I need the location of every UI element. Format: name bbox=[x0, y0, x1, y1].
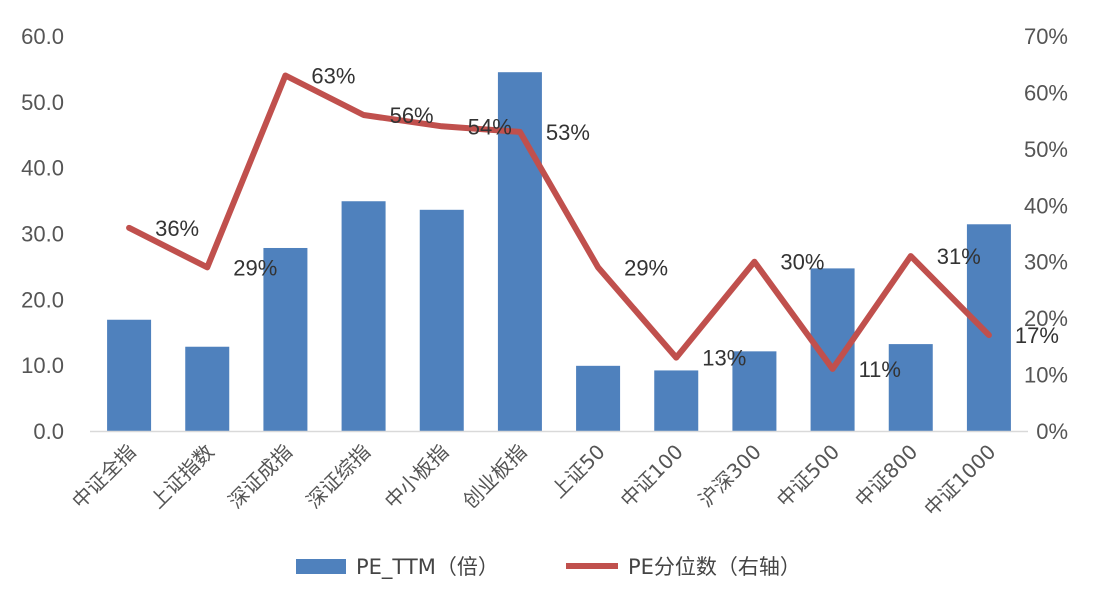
left-axis-tick-label: 40.0 bbox=[21, 156, 64, 181]
right-axis-tick-label: 30% bbox=[1024, 250, 1068, 275]
x-axis: 中证全指 上证指数 深证成指 深证综指 中小板指 创业板指 上证50 中证100 沪深300 中证… bbox=[67, 440, 1000, 521]
line-data-label: 17% bbox=[1015, 323, 1059, 348]
line-data-label: 11% bbox=[859, 357, 901, 382]
line-data-label: 29% bbox=[233, 255, 277, 280]
line-series bbox=[126, 72, 992, 372]
bar bbox=[185, 346, 230, 431]
bar bbox=[341, 201, 386, 431]
bar-series bbox=[107, 72, 1011, 431]
line-data-label: 56% bbox=[390, 103, 434, 128]
category-label: 中证500 bbox=[772, 440, 844, 512]
line-data-label: 30% bbox=[780, 250, 824, 275]
line-data-label: 13% bbox=[702, 346, 746, 371]
right-axis-tick-label: 0% bbox=[1036, 419, 1068, 444]
line-data-label: 29% bbox=[624, 255, 668, 280]
category-label: 沪深300 bbox=[694, 440, 766, 512]
right-axis-tick-label: 60% bbox=[1024, 80, 1068, 105]
right-axis-tick-label: 50% bbox=[1024, 137, 1068, 162]
bar bbox=[576, 365, 621, 431]
line-data-label: 54% bbox=[468, 114, 512, 139]
category-label: 中证800 bbox=[850, 440, 922, 512]
legend-label-pe-ttm: PE_TTM（倍） bbox=[356, 555, 499, 580]
right-axis: 0% 10% 20% 30% 40% 50% 60% 70% bbox=[1024, 24, 1068, 444]
bar bbox=[654, 370, 699, 431]
left-axis-tick-label: 20.0 bbox=[21, 287, 64, 312]
left-axis-tick-label: 0.0 bbox=[33, 419, 64, 444]
line-data-label: 63% bbox=[311, 64, 355, 89]
category-label: 深证综指 bbox=[302, 440, 376, 514]
left-axis-tick-label: 60.0 bbox=[21, 24, 64, 49]
bar bbox=[419, 209, 464, 431]
right-axis-tick-label: 70% bbox=[1024, 24, 1068, 49]
category-label: 中证1000 bbox=[919, 440, 1000, 521]
legend: PE_TTM（倍） PE分位数（右轴） bbox=[296, 555, 801, 580]
right-axis-tick-label: 40% bbox=[1024, 193, 1068, 218]
legend-label-pe-percentile: PE分位数（右轴） bbox=[628, 555, 801, 579]
pe-percentile-line bbox=[126, 72, 992, 372]
bar bbox=[107, 319, 152, 431]
left-axis-tick-label: 50.0 bbox=[21, 90, 64, 115]
line-data-label: 53% bbox=[546, 120, 590, 145]
category-label: 创业板指 bbox=[458, 440, 532, 514]
category-label: 中证全指 bbox=[67, 440, 141, 514]
bar bbox=[888, 344, 933, 431]
category-label: 中证100 bbox=[616, 440, 688, 512]
line-data-label: 36% bbox=[155, 216, 199, 241]
right-axis-tick-label: 10% bbox=[1024, 363, 1068, 388]
bar bbox=[966, 224, 1011, 431]
category-label: 中小板指 bbox=[380, 440, 454, 514]
category-label: 深证成指 bbox=[223, 440, 297, 514]
line-data-labels: 36% 29% 63% 56% 54% 53% 29% 13% 30% 11% 31% 17% bbox=[155, 64, 1059, 382]
category-label: 上证指数 bbox=[145, 440, 219, 514]
bar bbox=[263, 247, 308, 431]
legend-swatch-pe-ttm bbox=[296, 559, 346, 574]
right-axis-tick-label: 20% bbox=[1024, 306, 1068, 331]
left-axis-tick-label: 30.0 bbox=[21, 222, 64, 247]
category-label: 上证50 bbox=[546, 440, 609, 503]
left-axis-tick-label: 10.0 bbox=[21, 353, 64, 378]
line-data-label: 31% bbox=[937, 244, 981, 269]
left-axis: 0.0 10.0 20.0 30.0 40.0 50.0 60.0 bbox=[21, 24, 64, 444]
bar bbox=[732, 351, 777, 431]
